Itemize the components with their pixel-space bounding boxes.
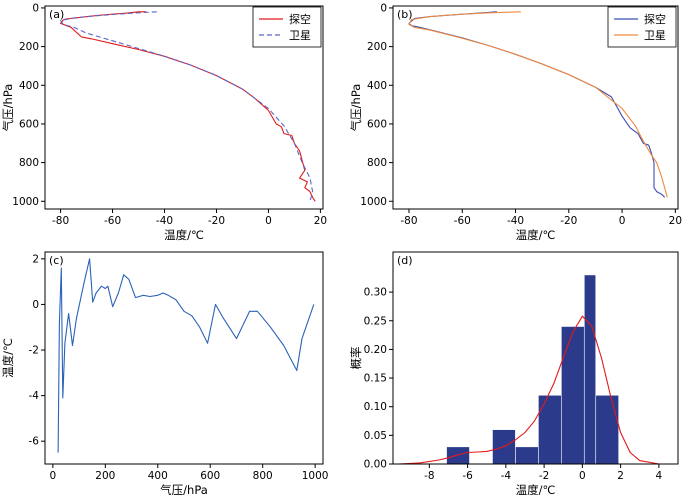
histogram-bar-5 xyxy=(538,394,562,465)
y-tick-label: 0.10 xyxy=(364,401,387,413)
y-tick-label: 800 xyxy=(367,157,387,169)
x-tick-label: -8 xyxy=(424,470,434,482)
histogram-bar-7 xyxy=(583,274,597,465)
x-tick-label: -80 xyxy=(400,215,417,227)
y-tick-label: 400 xyxy=(19,80,39,92)
x-tick-label: 0 xyxy=(265,215,272,227)
density-curve xyxy=(398,315,659,465)
y-tick-label: 0.00 xyxy=(364,459,387,471)
panel-label: (a) xyxy=(49,8,64,21)
panel-label: (d) xyxy=(397,254,413,267)
y-tick-label: 1000 xyxy=(12,196,39,208)
panel-label: (b) xyxy=(397,8,413,21)
y-axis-label: 温度/℃ xyxy=(1,338,15,378)
legend-box xyxy=(252,6,322,48)
legend-label-1: 探空 xyxy=(289,12,311,26)
x-tick-label: 20 xyxy=(314,215,327,227)
panel-label: (c) xyxy=(49,254,64,267)
panel-4: -8 -6 -4 -2 0 2 4 0.00 0.05 0.10 0.15 0.20 0.25 0.30 温… xyxy=(349,251,679,495)
y-tick-label: 0.15 xyxy=(364,373,387,385)
axes-frame xyxy=(392,251,679,465)
x-tick-label: -6 xyxy=(462,470,473,482)
series-line-2 xyxy=(408,11,668,198)
legend-label-2: 卫星 xyxy=(289,29,311,42)
x-tick-label: 200 xyxy=(95,470,115,482)
y-tick-label: -6 xyxy=(29,436,40,448)
y-tick-label: 600 xyxy=(367,118,387,130)
y-tick-label: 200 xyxy=(367,41,387,53)
y-tick-label: 200 xyxy=(19,41,39,53)
x-tick-label: -40 xyxy=(156,215,173,227)
x-axis-label: 温度/℃ xyxy=(516,228,556,242)
axes-frame xyxy=(44,251,324,465)
axes-frame xyxy=(392,5,679,210)
x-tick-label: -4 xyxy=(501,470,512,482)
x-tick-label: 0 xyxy=(619,215,626,227)
y-axis-label: 气压/hPa xyxy=(349,84,363,132)
y-axis-label: 概率 xyxy=(349,347,363,370)
x-tick-label: 0 xyxy=(50,470,57,482)
x-tick-label: -60 xyxy=(454,215,471,227)
y-tick-label: -4 xyxy=(29,390,40,402)
x-tick-label: -80 xyxy=(52,215,69,227)
x-tick-label: 20 xyxy=(669,215,682,227)
histogram-bar-8 xyxy=(595,394,620,465)
axes-frame xyxy=(44,5,324,210)
y-tick-label: 2 xyxy=(32,253,39,265)
series-line-1 xyxy=(60,11,316,202)
y-tick-label: 0.20 xyxy=(364,344,387,356)
legend-box xyxy=(607,6,677,48)
x-axis-label: 温度/℃ xyxy=(516,483,556,495)
x-tick-label: 600 xyxy=(200,470,220,482)
y-tick-label: 0 xyxy=(380,2,387,14)
x-tick-label: 0 xyxy=(579,470,586,482)
y-tick-label: 800 xyxy=(19,157,39,169)
x-axis-label: 气压/hPa xyxy=(160,483,208,495)
x-tick-label: -60 xyxy=(104,215,121,227)
y-tick-label: 0 xyxy=(32,2,39,14)
legend-label-1: 探空 xyxy=(644,12,666,26)
y-tick-label: 0 xyxy=(32,299,39,311)
x-tick-label: 400 xyxy=(148,470,168,482)
histogram-bar-1 xyxy=(446,446,470,465)
panel-3: 0 200 400 600 800 1000 -6 -4 -2 0 2 气压/hPa 温度/℃ (c) xyxy=(1,251,329,495)
panel-1: -80 -60 -40 -20 0 2002004006008001000温度/℃气压/h… xyxy=(1,2,327,242)
x-tick-label: 4 xyxy=(656,470,663,482)
x-tick-label: 1000 xyxy=(302,470,329,482)
y-tick-label: 0.05 xyxy=(364,430,387,442)
y-tick-label: 400 xyxy=(367,80,387,92)
x-tick-label: -2 xyxy=(539,470,549,482)
y-tick-label: 600 xyxy=(19,118,39,130)
x-axis-label: 温度/℃ xyxy=(164,228,204,242)
x-tick-label: -40 xyxy=(507,215,524,227)
histogram-bar-4 xyxy=(515,446,539,465)
histogram-bar-6 xyxy=(561,326,585,465)
legend-label-2: 卫星 xyxy=(644,29,666,42)
x-tick-label: -20 xyxy=(208,215,225,227)
y-tick-label: 0.25 xyxy=(364,315,387,327)
x-tick-label: -20 xyxy=(560,215,577,227)
panel-2: -80 -60 -40 -20 0 2002004006008001000温度/℃气压/h… xyxy=(349,2,682,242)
x-tick-label: 800 xyxy=(253,470,273,482)
y-axis-label: 气压/hPa xyxy=(1,84,15,132)
y-tick-label: 1000 xyxy=(360,196,387,208)
y-tick-label: -2 xyxy=(29,345,39,357)
x-tick-label: 2 xyxy=(617,470,624,482)
y-tick-label: 0.30 xyxy=(364,287,387,299)
series-line-1 xyxy=(57,258,315,453)
series-line-2 xyxy=(60,11,314,202)
